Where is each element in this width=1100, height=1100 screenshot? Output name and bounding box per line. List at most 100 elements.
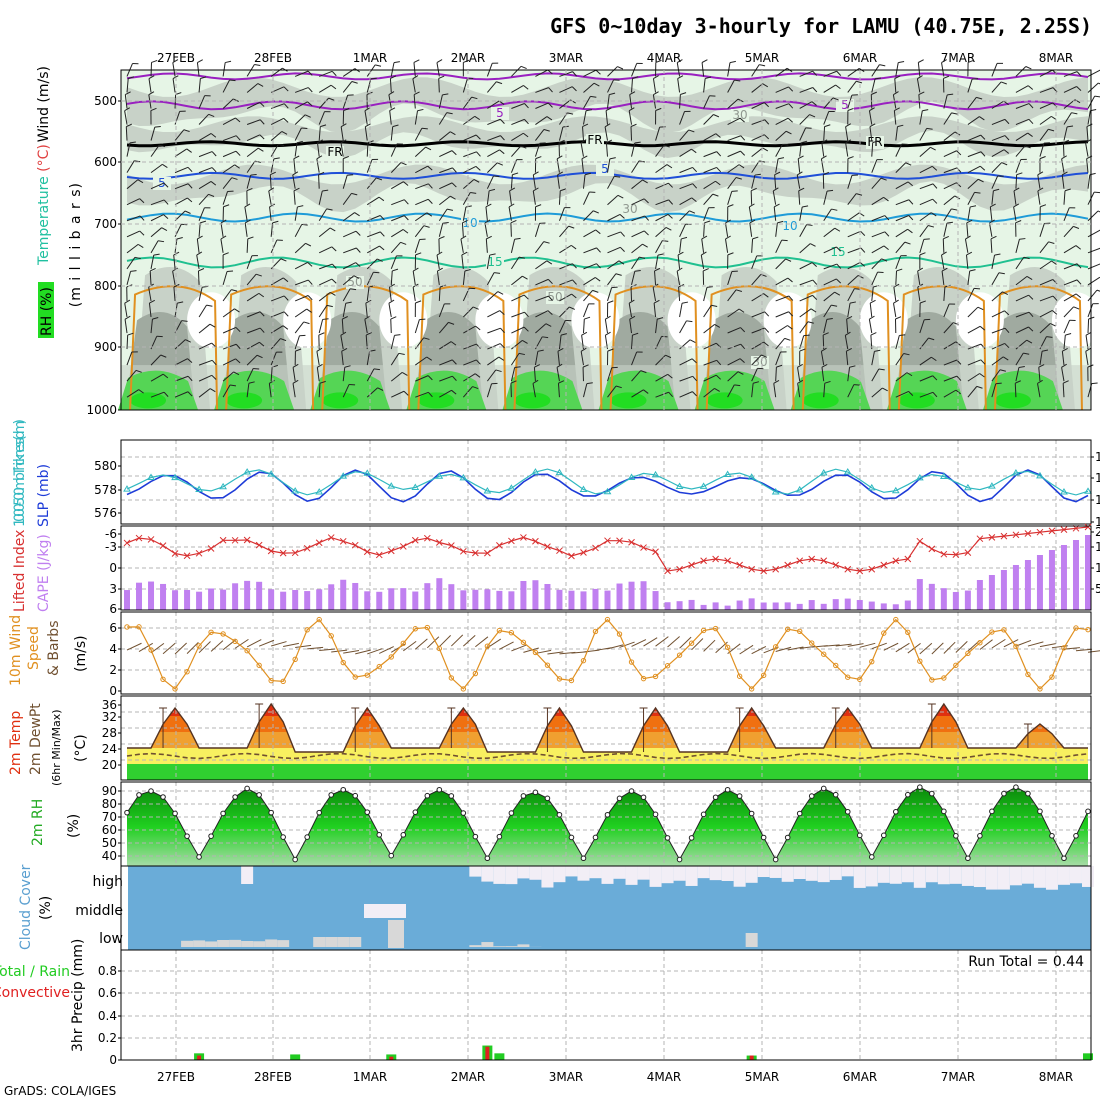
wind-barb-flag bbox=[681, 236, 688, 240]
wind-barb bbox=[557, 383, 560, 398]
lifted-index-marker bbox=[411, 536, 419, 544]
rh-marker bbox=[808, 793, 815, 799]
lifted-index-marker bbox=[892, 557, 900, 565]
cloud-high-block bbox=[961, 866, 974, 886]
wind-barb-flag bbox=[210, 133, 217, 138]
wind-barb bbox=[991, 135, 1006, 142]
wind-barb bbox=[1015, 276, 1028, 286]
temperature-contour-20 bbox=[129, 285, 219, 411]
date-label: 2MAR bbox=[451, 1070, 486, 1084]
wind-barb bbox=[895, 181, 909, 190]
wind-barb bbox=[557, 351, 560, 366]
lifted-index-marker bbox=[652, 548, 659, 556]
lifted-index-marker bbox=[940, 550, 948, 558]
contour-label-bg bbox=[731, 109, 749, 122]
wind-barb bbox=[1015, 66, 1027, 77]
wind10m-speed-marker bbox=[1025, 671, 1031, 678]
wind-barb bbox=[943, 286, 946, 301]
wind-barb-flag bbox=[375, 64, 382, 67]
wind-barb bbox=[607, 158, 611, 173]
wind-barb-flag bbox=[993, 188, 1000, 192]
cape-bar bbox=[208, 588, 215, 610]
wind-barb bbox=[775, 325, 788, 334]
tick-label: 580 bbox=[94, 459, 117, 473]
wind-barb-flag bbox=[488, 188, 496, 192]
wind-barb-flag bbox=[688, 129, 695, 133]
wind-barb bbox=[871, 387, 883, 398]
wind-barb bbox=[679, 166, 693, 174]
wind-barb bbox=[991, 149, 1005, 158]
wind10m-speed-marker bbox=[520, 639, 527, 646]
wind10m-speed-marker bbox=[977, 640, 983, 646]
wind-barb-flag bbox=[692, 375, 698, 382]
date-label: 1MAR bbox=[353, 51, 388, 65]
lifted-index-marker bbox=[868, 565, 876, 573]
wind-barb-flag bbox=[894, 75, 901, 79]
cloud-low-block bbox=[517, 944, 530, 947]
wind-barb-flag bbox=[509, 187, 516, 192]
wind-barb-flag bbox=[1073, 306, 1080, 310]
cape-bar bbox=[1036, 555, 1043, 610]
wind-barb bbox=[895, 270, 898, 285]
wind-barb bbox=[724, 222, 729, 237]
wind-barb bbox=[415, 356, 428, 366]
wind-barb-flag bbox=[472, 306, 479, 310]
wind-barb bbox=[295, 279, 309, 286]
wind-barb bbox=[511, 85, 524, 93]
wind-barb bbox=[174, 197, 188, 206]
tick-label: 60 bbox=[102, 823, 117, 837]
cloud-high-block bbox=[877, 866, 890, 883]
wind-barb-flag bbox=[701, 251, 707, 256]
wind-barb-flag bbox=[326, 208, 333, 211]
rh-marker bbox=[424, 792, 431, 799]
cape-bar bbox=[844, 598, 851, 610]
lifted-index-marker bbox=[616, 537, 623, 545]
wind-barb-flag bbox=[235, 135, 241, 141]
wind-barb-flag bbox=[689, 339, 696, 344]
wind-barb bbox=[631, 142, 636, 157]
wind-barb-flag bbox=[548, 295, 553, 301]
rh-marker bbox=[412, 809, 419, 815]
cloud-high-block bbox=[481, 866, 494, 882]
wind-barb-flag bbox=[258, 292, 265, 298]
lifted-index-marker bbox=[508, 537, 515, 545]
cape-bar bbox=[160, 583, 167, 610]
top-date-axis: 27FEB 28FEB 1MAR 2MAR 3MAR 4MAR 5MAR 6MAR 7MAR 8M… bbox=[157, 51, 1073, 65]
wind-barb bbox=[679, 303, 683, 318]
wind-barb-flag bbox=[560, 333, 567, 336]
cloud-high-block bbox=[913, 866, 926, 888]
wind-barb-flag bbox=[735, 289, 743, 292]
wind-barb-flag bbox=[977, 306, 984, 311]
wind-barb-flag bbox=[836, 70, 842, 76]
wind-barb-flag bbox=[946, 221, 953, 224]
wind-barb bbox=[942, 238, 945, 253]
tick-label: 1011 bbox=[1095, 471, 1100, 485]
wind-barb bbox=[943, 112, 952, 125]
wind-barb-flag bbox=[1065, 333, 1072, 336]
wind-barb bbox=[655, 354, 666, 366]
cape-bar bbox=[124, 590, 130, 610]
cape-bar bbox=[688, 599, 695, 610]
wind-barb-flag bbox=[235, 150, 241, 156]
wind-barb bbox=[1087, 174, 1091, 189]
wind-barb bbox=[1015, 326, 1029, 334]
wind10m-barb bbox=[475, 636, 489, 648]
wind-barb-flag bbox=[461, 251, 468, 256]
wind-barb-flag bbox=[979, 116, 985, 121]
wind-barb bbox=[126, 230, 140, 238]
wind-barb bbox=[991, 327, 1006, 334]
wind-barb bbox=[415, 198, 429, 206]
wind-barb-flag bbox=[464, 268, 471, 272]
wind-barb bbox=[486, 272, 495, 286]
wind-barb bbox=[172, 78, 176, 93]
wind-barb-flag bbox=[569, 306, 575, 310]
thickness-marker bbox=[819, 468, 828, 476]
wind-barb bbox=[1015, 256, 1025, 270]
cape-bar bbox=[184, 589, 191, 610]
wind10m-speed-marker bbox=[604, 616, 611, 623]
contour-label-bg bbox=[866, 136, 884, 149]
wind-barb bbox=[631, 179, 643, 190]
wind-barb bbox=[415, 183, 429, 190]
wind-barb bbox=[413, 62, 416, 77]
cape-bar bbox=[1085, 535, 1091, 610]
